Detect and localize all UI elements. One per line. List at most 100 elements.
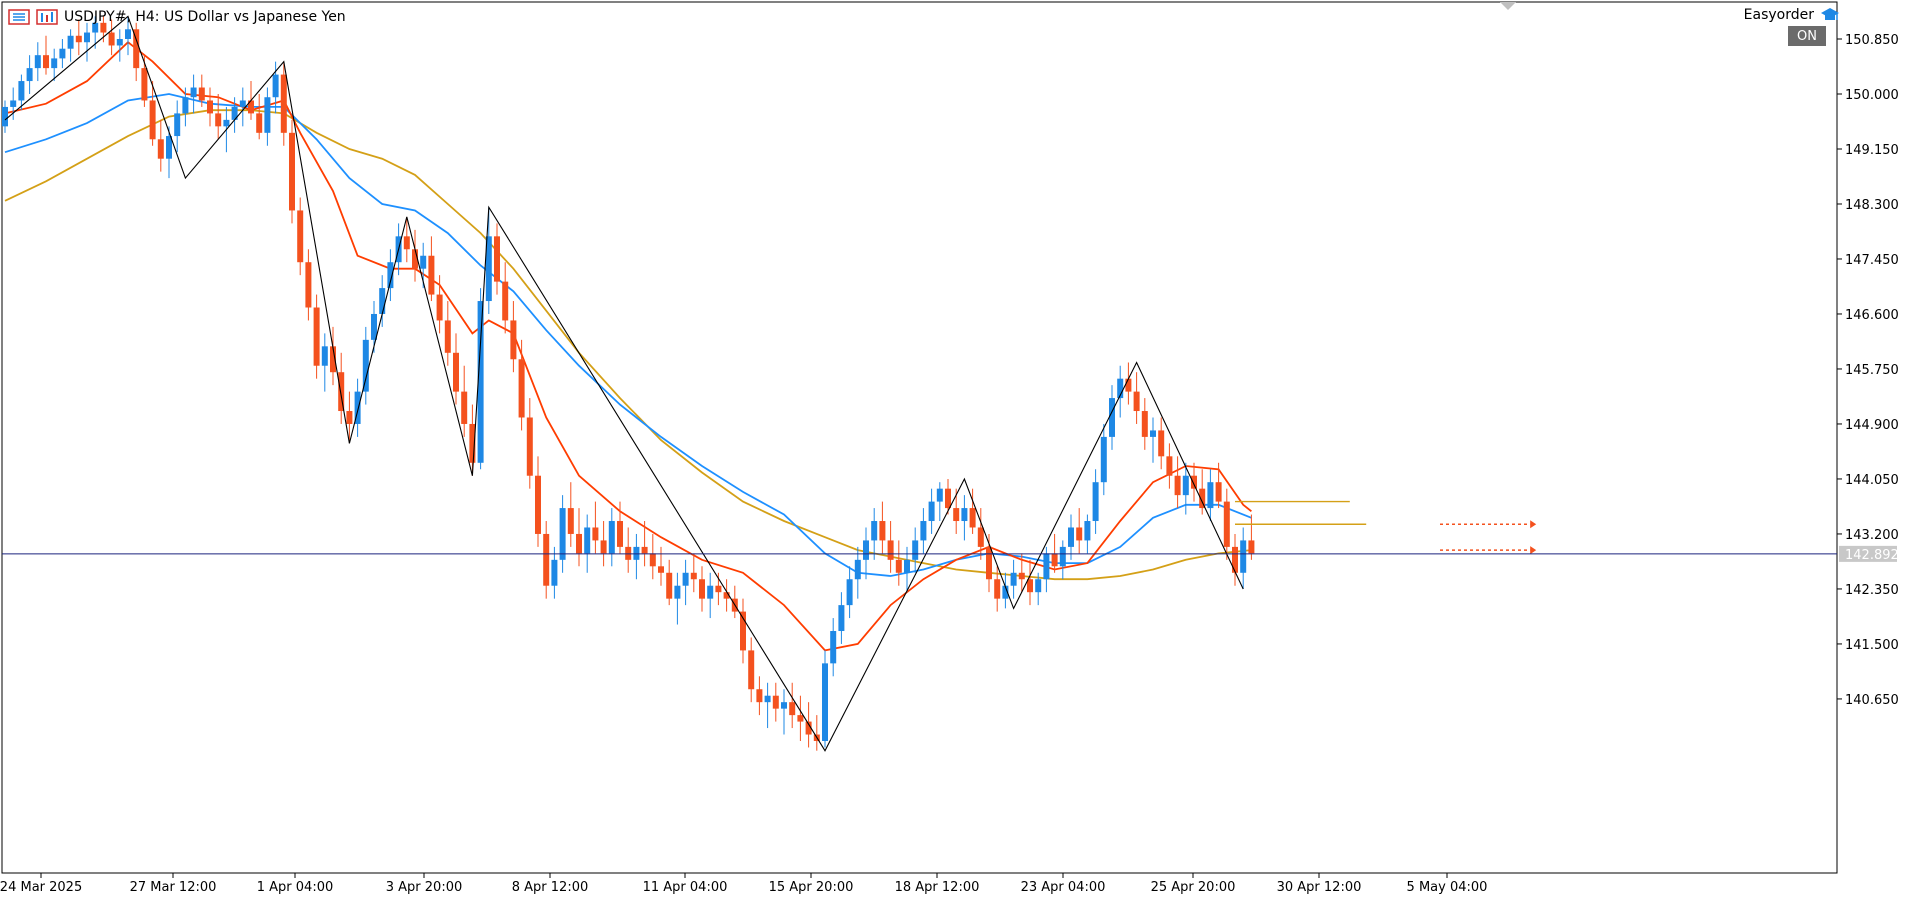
- chart-bars-icon[interactable]: [36, 9, 58, 25]
- candle-body: [887, 540, 894, 560]
- candle: [116, 29, 123, 62]
- candle: [1199, 469, 1206, 515]
- candle: [1059, 540, 1066, 580]
- scroll-marker-icon[interactable]: [1500, 2, 1516, 10]
- candle-body: [403, 236, 410, 250]
- candle: [994, 566, 1001, 612]
- candle: [666, 559, 673, 606]
- candle-body: [436, 294, 443, 321]
- candle: [797, 695, 804, 741]
- candle-body: [92, 22, 99, 33]
- candle-body: [690, 572, 697, 580]
- candle-body: [526, 417, 533, 476]
- candle-body: [543, 533, 550, 586]
- candle-body: [1092, 482, 1099, 522]
- candle: [1166, 443, 1173, 489]
- candle-body: [412, 249, 418, 269]
- candle: [1043, 546, 1050, 593]
- candle: [1076, 508, 1083, 554]
- candle-body: [863, 540, 869, 560]
- candle-body: [133, 29, 140, 69]
- candle: [690, 553, 697, 593]
- candle-body: [879, 521, 886, 541]
- candle-body: [871, 521, 878, 541]
- candle: [920, 508, 927, 554]
- candle-body: [838, 605, 845, 632]
- graduation-cap-icon[interactable]: [1820, 7, 1840, 23]
- candle-body: [822, 663, 828, 741]
- candle-body: [748, 650, 755, 690]
- candle: [699, 566, 705, 612]
- candle-body: [936, 488, 943, 502]
- candle: [313, 294, 320, 379]
- candle: [576, 508, 582, 567]
- candle: [895, 540, 902, 586]
- candle-body: [1084, 521, 1091, 541]
- candle-body: [2, 106, 8, 127]
- candle: [682, 559, 689, 606]
- hamburger-list-icon[interactable]: [8, 9, 30, 25]
- candle: [625, 527, 632, 573]
- candle: [1174, 456, 1181, 509]
- candle: [149, 81, 156, 146]
- candle: [289, 119, 295, 224]
- candle-body: [207, 100, 213, 114]
- candle-body: [477, 301, 484, 463]
- x-tick-label: 5 May 04:00: [1407, 880, 1488, 895]
- candle: [1109, 385, 1115, 450]
- candle: [75, 19, 82, 56]
- y-tick-label: 142.350: [1845, 583, 1899, 598]
- candle: [526, 398, 533, 489]
- x-tick-label: 11 Apr 04:00: [643, 880, 728, 895]
- y-tick-label: 145.750: [1845, 363, 1899, 378]
- candle: [1100, 423, 1107, 496]
- candle-body: [567, 508, 574, 534]
- candle: [2, 100, 8, 133]
- candle: [1215, 462, 1222, 509]
- candle-body: [1100, 436, 1107, 483]
- candle: [600, 521, 607, 567]
- candle-body: [1191, 475, 1197, 489]
- candle-body: [502, 281, 509, 321]
- candle-body: [313, 307, 320, 366]
- candle-body: [280, 74, 287, 133]
- candle: [830, 618, 837, 677]
- candle: [330, 326, 336, 386]
- candle-body: [1215, 482, 1222, 502]
- candle-body: [969, 508, 976, 528]
- candle-body: [1223, 501, 1230, 547]
- easyorder-panel[interactable]: Easyorder: [1744, 7, 1840, 23]
- candle-body: [633, 546, 640, 560]
- candle-body: [1133, 391, 1140, 412]
- candle: [412, 229, 418, 282]
- candle: [1018, 553, 1025, 593]
- candle-body: [682, 572, 689, 586]
- candle-body: [1068, 527, 1074, 547]
- candle: [789, 682, 796, 729]
- candle: [1051, 533, 1058, 573]
- candle-body: [215, 113, 222, 127]
- candle: [477, 288, 484, 470]
- plot-area[interactable]: [1, 1, 1838, 874]
- x-axis: 24 Mar 2025 27 Mar 12:00 1 Apr 04:00 3 Apr …: [0, 873, 1487, 895]
- candle-body: [1248, 540, 1255, 554]
- candle: [953, 488, 960, 534]
- candle-body: [1141, 411, 1148, 437]
- candle-body: [354, 391, 361, 424]
- candle: [1117, 365, 1124, 418]
- order-arrow-icon[interactable]: [1530, 520, 1537, 529]
- candle-body: [420, 255, 427, 269]
- candle: [846, 566, 853, 619]
- current-price-label: 142.892: [1845, 548, 1899, 563]
- candle: [387, 249, 394, 302]
- order-arrow-icon[interactable]: [1530, 546, 1537, 555]
- candle-body: [699, 579, 705, 599]
- easyorder-on-badge[interactable]: ON: [1788, 26, 1826, 46]
- candle-body: [1059, 546, 1066, 567]
- y-tick-label: 141.500: [1845, 638, 1899, 653]
- candle-body: [305, 262, 312, 308]
- candle: [444, 301, 451, 366]
- candle-body: [453, 352, 459, 392]
